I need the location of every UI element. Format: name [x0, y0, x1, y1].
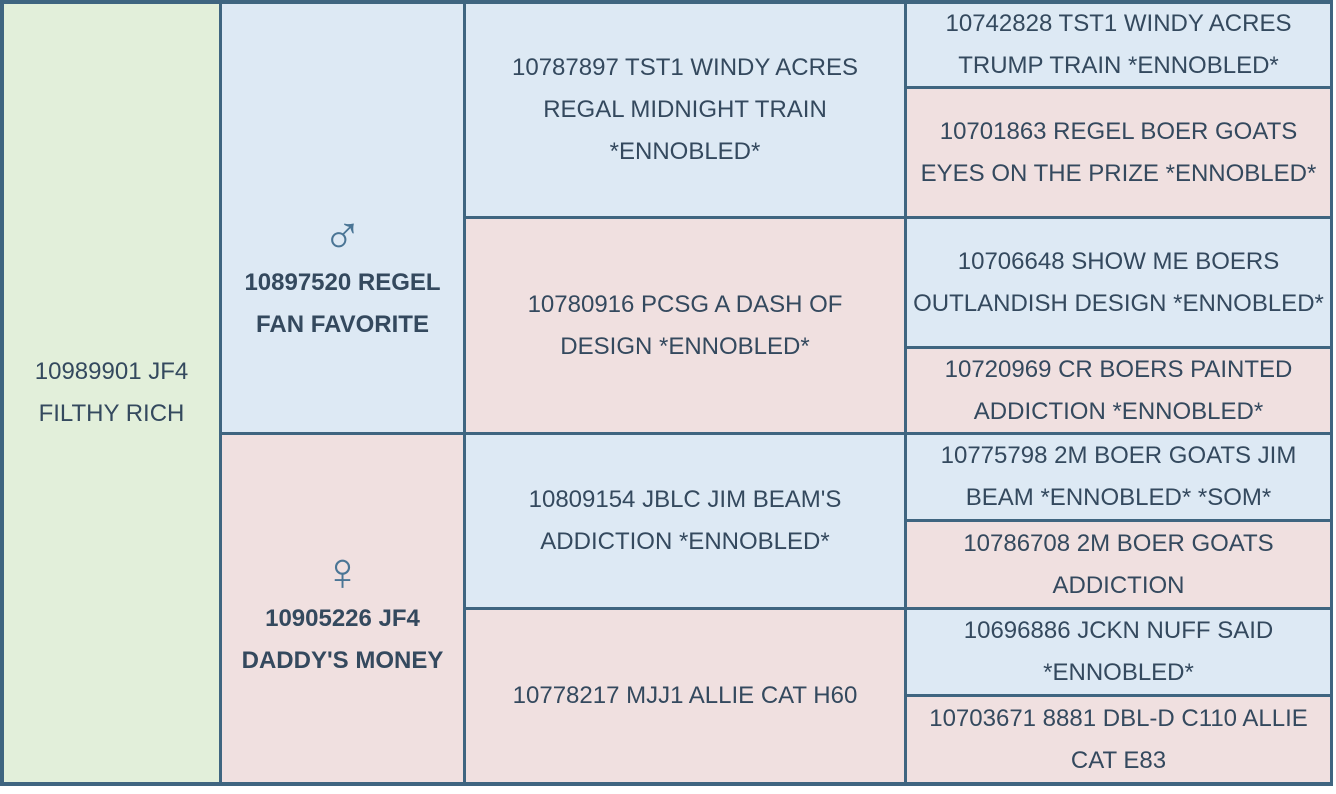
great-grandparent: 10742828 TST1 WINDY ACRES TRUMP TRAIN *E… [907, 4, 1330, 86]
grandparent: 10780916 PCSG A DASH OF DESIGN *ENNOBLED… [466, 219, 904, 432]
grandparent: 10787897 TST1 WINDY ACRES REGAL MIDNIGHT… [466, 4, 904, 216]
great-grandparent: 10696886 JCKN NUFF SAID *ENNOBLED* [907, 610, 1330, 694]
name: 10720969 CR BOERS PAINTED ADDICTION *ENN… [944, 355, 1293, 425]
great-grandparent: 10701863 REGEL BOER GOATS EYES ON THE PR… [907, 89, 1330, 216]
sire-name: 10897520 REGEL FAN FAVORITE [244, 269, 441, 338]
name: 10775798 2M BOER GOATS JIM BEAM *ENNOBLE… [940, 442, 1297, 511]
grandparent: 10778217 MJJ1 ALLIE CAT H60 [466, 610, 904, 782]
name: 10701863 REGEL BOER GOATS EYES ON THE PR… [920, 117, 1317, 187]
grandparent: 10809154 JBLC JIM BEAM'S ADDICTION *ENNO… [466, 435, 904, 607]
name: 10778217 MJJ1 ALLIE CAT H60 [512, 682, 858, 709]
name: 10786708 2M BOER GOATS ADDICTION [963, 529, 1274, 599]
dam-name: 10905226 JF4 DADDY'S MONEY [241, 604, 444, 674]
name: 10706648 SHOW ME BOERS OUTLANDISH DESIGN… [913, 247, 1324, 317]
name: 10787897 TST1 WINDY ACRES REGAL MIDNIGHT… [512, 54, 858, 165]
great-grandparent: 10706648 SHOW ME BOERS OUTLANDISH DESIGN… [907, 219, 1330, 346]
subject: 10989901 JF4 FILTHY RICH [34, 358, 189, 427]
great-grandparent: 10786708 2M BOER GOATS ADDICTION [907, 522, 1330, 607]
male-symbol: ♂ [322, 206, 363, 266]
subject-cell: 10989901 JF4 FILTHY RICH [4, 4, 219, 782]
name: 10742828 TST1 WINDY ACRES TRUMP TRAIN *E… [945, 10, 1292, 79]
sire-cell: ♂ 10897520 REGEL FAN FAVORITE [222, 4, 463, 432]
name: 10780916 PCSG A DASH OF DESIGN *ENNOBLED… [527, 290, 843, 360]
name: 10703671 8881 DBL-D C110 ALLIE CAT E83 [929, 704, 1308, 774]
dam-cell: ♀ 10905226 JF4 DADDY'S MONEY [222, 435, 463, 782]
name: 10696886 JCKN NUFF SAID *ENNOBLED* [963, 617, 1274, 686]
great-grandparent: 10775798 2M BOER GOATS JIM BEAM *ENNOBLE… [907, 435, 1330, 519]
name: 10809154 JBLC JIM BEAM'S ADDICTION *ENNO… [528, 486, 842, 555]
female-symbol: ♀ [322, 541, 363, 602]
great-grandparent: 10720969 CR BOERS PAINTED ADDICTION *ENN… [907, 349, 1330, 432]
great-grandparent: 10703671 8881 DBL-D C110 ALLIE CAT E83 [907, 697, 1330, 782]
